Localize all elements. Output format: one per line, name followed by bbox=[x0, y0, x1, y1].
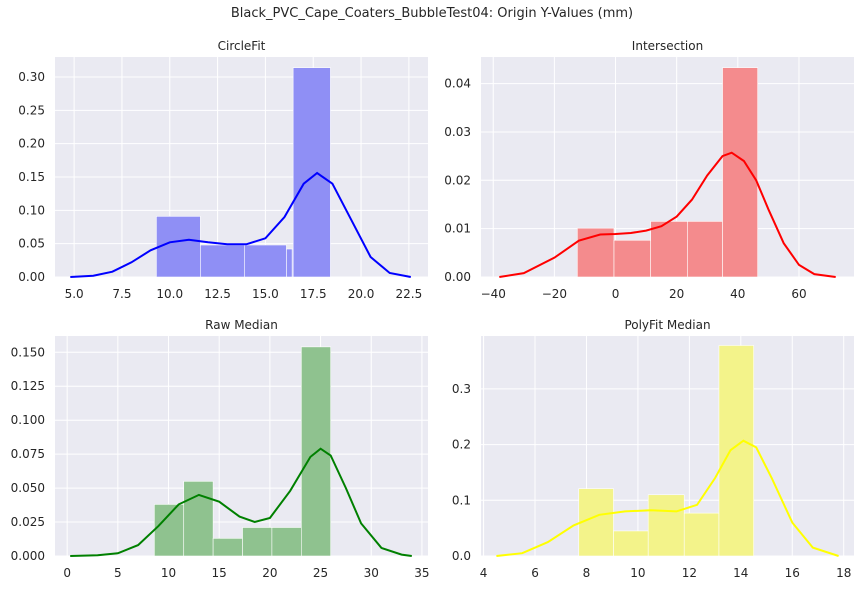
x-tick-label: 20 bbox=[669, 287, 684, 301]
x-tick-label: 15.0 bbox=[252, 287, 279, 301]
y-tick-label: 0.15 bbox=[18, 170, 45, 184]
y-tick-label: 0.125 bbox=[11, 379, 45, 393]
x-tick-label: 0 bbox=[63, 566, 71, 580]
figure-title: Black_PVC_Cape_Coaters_BubbleTest04: Ori… bbox=[230, 6, 634, 21]
y-tick-label: 0.00 bbox=[18, 270, 45, 284]
x-tick-label: 0 bbox=[612, 287, 620, 301]
panel-title: CircleFit bbox=[218, 39, 266, 53]
panel-title: PolyFit Median bbox=[624, 318, 710, 332]
y-tick-label: 0.05 bbox=[18, 237, 45, 251]
y-tick-label: 0.0 bbox=[452, 549, 471, 563]
histogram-bar bbox=[271, 527, 302, 557]
y-tick-label: 0.04 bbox=[444, 77, 471, 91]
x-tick-label: 4 bbox=[480, 566, 488, 580]
histogram-bar bbox=[154, 504, 185, 557]
y-tick-label: 0.050 bbox=[11, 481, 45, 495]
x-tick-label: −20 bbox=[542, 287, 567, 301]
x-tick-label: 5.0 bbox=[65, 287, 84, 301]
y-tick-label: 0.100 bbox=[11, 413, 45, 427]
y-tick-label: 0.30 bbox=[18, 70, 45, 84]
histogram-bar bbox=[244, 244, 287, 278]
y-tick-label: 0.25 bbox=[18, 103, 45, 117]
y-tick-label: 0.000 bbox=[11, 549, 45, 563]
x-tick-label: 12.5 bbox=[204, 287, 231, 301]
histogram-bar bbox=[718, 345, 754, 557]
x-tick-label: 17.5 bbox=[300, 287, 327, 301]
x-tick-label: 18 bbox=[836, 566, 851, 580]
x-tick-label: 20 bbox=[262, 566, 277, 580]
x-tick-label: 5 bbox=[114, 566, 122, 580]
x-tick-label: −40 bbox=[481, 287, 506, 301]
x-tick-label: 10 bbox=[161, 566, 176, 580]
histogram-bar bbox=[613, 239, 651, 278]
histogram-bar bbox=[212, 538, 243, 557]
y-tick-label: 0.1 bbox=[452, 493, 471, 507]
y-tick-label: 0.075 bbox=[11, 447, 45, 461]
panel-1: −40 −20 0 20 40 60 0.00 0.01 0.02 0.03 0.04 Interse… bbox=[444, 39, 854, 301]
x-tick-label: 15 bbox=[212, 566, 227, 580]
x-tick-label: 10.0 bbox=[156, 287, 183, 301]
y-tick-label: 0.00 bbox=[444, 270, 471, 284]
x-tick-label: 12 bbox=[682, 566, 697, 580]
y-tick-label: 0.025 bbox=[11, 515, 45, 529]
panel-3: 4 6 8 10 12 14 16 18 0.0 0.1 0.2 0.3 PolyFit Median bbox=[452, 318, 854, 580]
y-tick-label: 0.20 bbox=[18, 137, 45, 151]
panel-title: Intersection bbox=[632, 39, 703, 53]
x-tick-label: 7.5 bbox=[112, 287, 131, 301]
x-tick-label: 35 bbox=[414, 566, 429, 580]
y-tick-label: 0.01 bbox=[444, 222, 471, 236]
x-tick-label: 10 bbox=[630, 566, 645, 580]
x-tick-label: 25 bbox=[313, 566, 328, 580]
x-tick-label: 30 bbox=[364, 566, 379, 580]
histogram-bar bbox=[156, 216, 201, 278]
x-tick-label: 22.5 bbox=[396, 287, 423, 301]
x-tick-label: 16 bbox=[785, 566, 800, 580]
x-tick-label: 14 bbox=[733, 566, 748, 580]
kde-line bbox=[70, 447, 412, 557]
panel-2: 0 5 10 15 20 25 30 35 0.000 0.025 0.050 0.075 0.100 0… bbox=[11, 318, 430, 580]
histogram-bar bbox=[292, 67, 331, 278]
histogram-bar bbox=[687, 221, 723, 278]
y-tick-label: 0.3 bbox=[452, 382, 471, 396]
x-tick-label: 40 bbox=[730, 287, 745, 301]
x-tick-label: 20.0 bbox=[348, 287, 375, 301]
y-tick-label: 0.2 bbox=[452, 438, 471, 452]
histogram-bar bbox=[286, 248, 293, 278]
histogram-bar bbox=[613, 530, 649, 557]
x-tick-label: 60 bbox=[791, 287, 806, 301]
kde-line bbox=[499, 151, 836, 278]
histogram-bar bbox=[200, 244, 245, 278]
histogram-bar bbox=[650, 221, 688, 278]
y-tick-label: 0.02 bbox=[444, 173, 471, 187]
panel-title: Raw Median bbox=[205, 318, 278, 332]
x-tick-label: 8 bbox=[583, 566, 591, 580]
x-tick-label: 6 bbox=[531, 566, 539, 580]
kde-line bbox=[496, 439, 839, 557]
y-tick-label: 0.150 bbox=[11, 345, 45, 359]
histogram-bar bbox=[683, 512, 720, 557]
kde-line bbox=[70, 171, 411, 278]
histogram-bar bbox=[722, 67, 758, 278]
histogram-bar bbox=[647, 494, 685, 557]
histogram-bar bbox=[578, 488, 614, 557]
histogram-bar bbox=[242, 527, 273, 557]
y-tick-label: 0.10 bbox=[18, 203, 45, 217]
plot-background bbox=[55, 336, 428, 556]
panel-0: 5.0 7.5 10.0 12.5 15.0 17.5 20.0 22.5 0.00 0.05 0.… bbox=[18, 39, 428, 301]
y-tick-label: 0.03 bbox=[444, 125, 471, 139]
plot-background bbox=[55, 57, 428, 277]
histogram-bar bbox=[183, 481, 214, 557]
